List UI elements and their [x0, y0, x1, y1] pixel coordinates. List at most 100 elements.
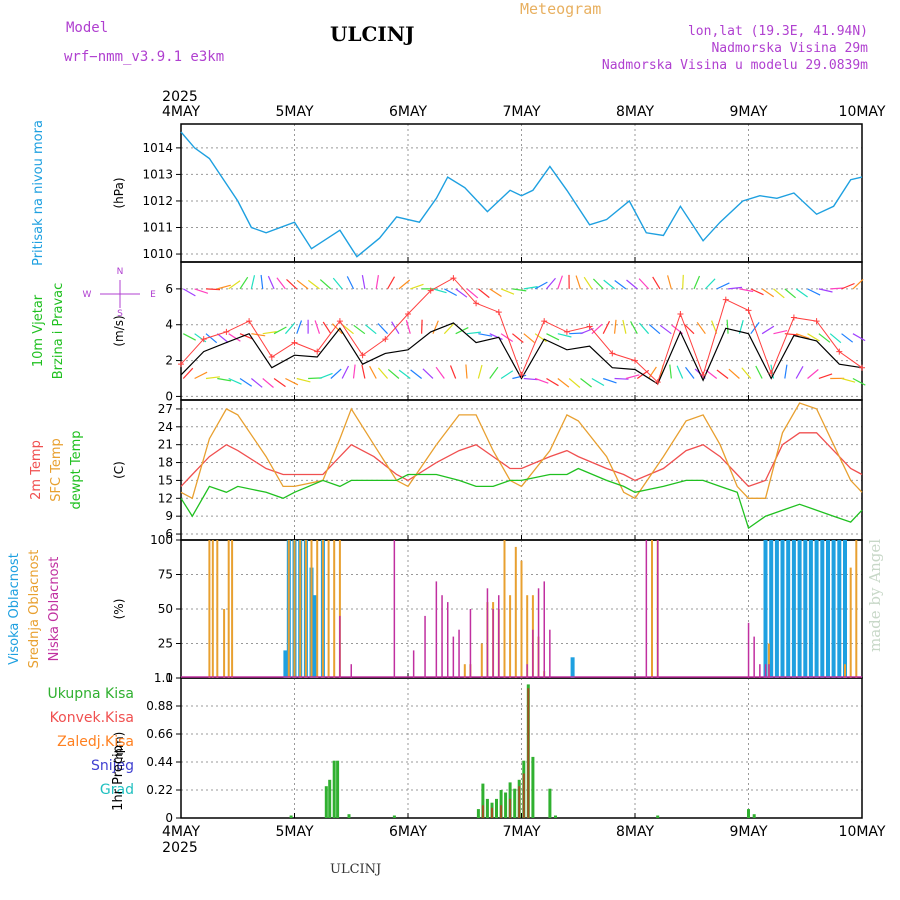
y-tick-label: 1010	[142, 247, 173, 261]
cloud-bar-2	[424, 615, 426, 678]
gust-marker	[178, 361, 184, 368]
cloud-bar-1	[463, 664, 466, 678]
precip-bar-1	[509, 798, 512, 818]
unit-label-pressure: (hPa)	[112, 177, 126, 208]
precip-bar-0	[752, 814, 756, 818]
gust-marker	[473, 300, 480, 307]
wind-arrow	[693, 275, 701, 290]
temp-title-1: SFC Temp	[49, 438, 64, 502]
precip-bar-0	[347, 814, 351, 818]
wind-arrow	[557, 275, 563, 290]
y-tick-label: 15	[158, 473, 173, 487]
wind-arrow	[648, 366, 657, 379]
precip-bar-0	[513, 788, 517, 818]
wind-arrow	[614, 280, 627, 290]
cloud-bar-1	[514, 546, 517, 678]
cloud-bar-1	[316, 540, 319, 678]
wind-arrow	[398, 279, 411, 290]
gust-marker	[609, 350, 616, 357]
wind-arrow	[761, 325, 775, 335]
wind-arrow	[410, 283, 424, 290]
y-tick-label: 4	[165, 318, 173, 332]
wind-arrow	[365, 324, 377, 335]
y-tick-label: 9	[165, 509, 173, 523]
precip-title-3: Snijeg	[91, 758, 134, 774]
cloud-bar-2	[759, 664, 761, 678]
cloud-bar-2	[526, 664, 528, 678]
wind-arrow	[194, 288, 209, 294]
wind-arrow	[852, 278, 864, 290]
cloud-bar-2	[441, 595, 443, 678]
unit-label-wind: (m/s)	[112, 315, 126, 346]
wind-arrow	[726, 319, 729, 334]
wind-arrow	[818, 333, 831, 343]
gust-marker	[200, 336, 207, 343]
precip-bar-0	[499, 790, 503, 818]
cloud-bar-0	[312, 595, 317, 678]
y-tick-label: 1014	[142, 141, 173, 155]
cloud-bar-2	[764, 664, 767, 678]
gust-marker	[336, 318, 343, 325]
y-tick-label: 6	[165, 527, 173, 541]
y-tick-label: 0	[165, 811, 173, 825]
wind-arrow	[466, 331, 481, 335]
gust-marker	[223, 328, 230, 335]
wind-arrow	[375, 275, 379, 289]
precip-bar-1	[518, 786, 521, 818]
wind-arrow	[750, 288, 764, 296]
cloud-bar-0	[808, 540, 813, 678]
wind-arrow	[465, 364, 468, 379]
cloud-bar-1	[287, 540, 290, 678]
y-tick-label: 24	[158, 420, 173, 434]
wind-arrow	[685, 366, 695, 379]
cloud-bar-0	[283, 650, 288, 678]
wind-arrow	[546, 377, 559, 387]
time-label-top: 8MAY	[616, 104, 654, 120]
cloud-bar-1	[480, 643, 483, 678]
wind-arrow	[228, 280, 241, 290]
wind-arrow	[630, 321, 638, 334]
wind-arrow	[784, 364, 788, 379]
cloud-bar-1	[211, 540, 214, 678]
wind-arrow	[648, 324, 661, 335]
gust-marker	[359, 352, 366, 359]
wind-arrow	[276, 277, 286, 290]
wind-arrow	[773, 288, 785, 299]
time-label-bottom: 10MAY	[839, 824, 886, 840]
gust-marker	[541, 318, 548, 325]
cloud-bar-1	[520, 560, 523, 678]
wind-arrow	[217, 284, 231, 290]
wind-arrow	[228, 377, 242, 385]
wind-arrow	[638, 322, 650, 335]
cloud-bar-1	[333, 540, 336, 678]
wind-arrow	[182, 333, 196, 341]
wind-arrow	[377, 323, 389, 335]
cloud-bar-0	[763, 540, 768, 678]
wind-arrow	[319, 372, 333, 380]
wind-arrow	[546, 333, 560, 341]
wind-arrow	[676, 365, 684, 379]
wind-arrow	[346, 276, 355, 290]
gust-marker	[246, 318, 253, 325]
wind-title-1: 10m Vjetar	[31, 294, 46, 367]
precip-bar-1	[481, 805, 484, 818]
precip-bar-0	[485, 798, 489, 818]
wind-arrow	[557, 378, 570, 388]
wind-arrow	[314, 320, 321, 334]
cloud-bar-2	[458, 629, 460, 678]
wind-arrow	[580, 327, 594, 335]
wind-arrow	[761, 288, 775, 298]
y-tick-label: 1013	[142, 167, 173, 181]
cloud-bar-0	[831, 540, 836, 678]
precip-title-1: Konvek.Kisa	[50, 710, 134, 726]
wind-arrow	[546, 277, 556, 290]
cloud-bar-1	[304, 540, 307, 678]
wind-arrow	[841, 282, 855, 290]
wind-arrow	[583, 276, 593, 290]
precip-bar-0	[332, 760, 336, 818]
y-tick-label: 0.44	[146, 755, 173, 769]
wind-arrow	[614, 377, 629, 380]
wind-arrow	[575, 275, 582, 290]
unit-label-precip: (mm)	[112, 732, 126, 765]
y-tick-label: 21	[158, 438, 173, 452]
